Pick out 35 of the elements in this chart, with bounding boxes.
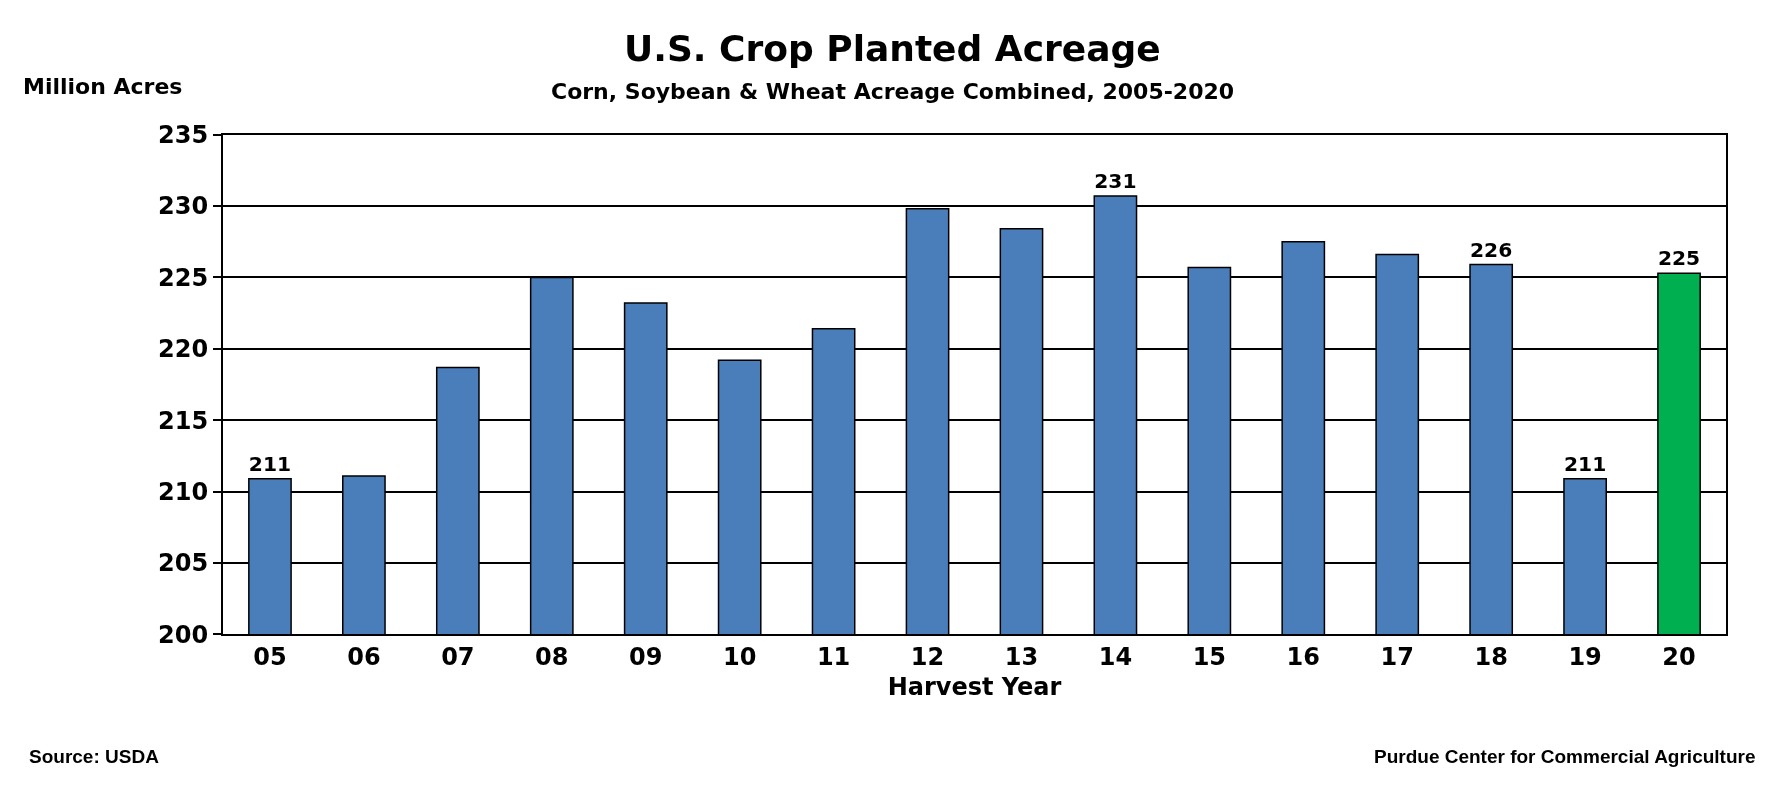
x-tick-label: 06 [347,643,381,672]
y-tick-label: 230 [158,192,209,221]
y-tick-label: 215 [158,406,209,435]
y-axis-title: Million Acres [23,74,183,99]
data-label: 211 [248,451,292,476]
x-tick-label: 13 [1004,643,1039,672]
x-axis-title: Harvest Year [887,673,1062,702]
x-tick-label: 07 [441,643,475,672]
data-label: 211 [1563,451,1607,476]
x-tick-label: 08 [535,643,569,672]
y-tick-label: 205 [158,549,209,578]
x-tick-label: 09 [629,643,663,672]
y-tick-label: 210 [158,478,209,507]
x-tick-label: 18 [1474,643,1508,672]
data-label: 225 [1657,246,1701,271]
x-tick-label: 12 [910,643,945,672]
chart-subtitle: Corn, Soybean & Wheat Acreage Combined, 2005-2020 [551,79,1235,104]
y-tick-label: 220 [158,335,209,364]
y-tick-label: 225 [158,263,209,292]
x-tick-label: 14 [1098,643,1133,672]
chart-title: U.S. Crop Planted Acreage [624,28,1161,69]
text: Purdue Center for Commercial Agriculture [1374,746,1756,767]
y-tick-label: 200 [158,620,209,649]
x-tick-label: 20 [1662,643,1696,672]
x-tick-label: 16 [1286,643,1320,672]
x-tick-label: 19 [1568,643,1602,672]
source-note: Source: USDA [29,746,160,767]
x-tick-label: 15 [1192,643,1227,672]
data-label: 226 [1470,237,1513,262]
data-label: 231 [1094,168,1137,193]
y-tick-label: 235 [158,121,209,150]
x-tick-label: 11 [816,643,851,672]
x-tick-label: 10 [722,643,757,672]
x-tick-label: 17 [1380,643,1414,672]
x-tick-label: 05 [253,643,287,672]
